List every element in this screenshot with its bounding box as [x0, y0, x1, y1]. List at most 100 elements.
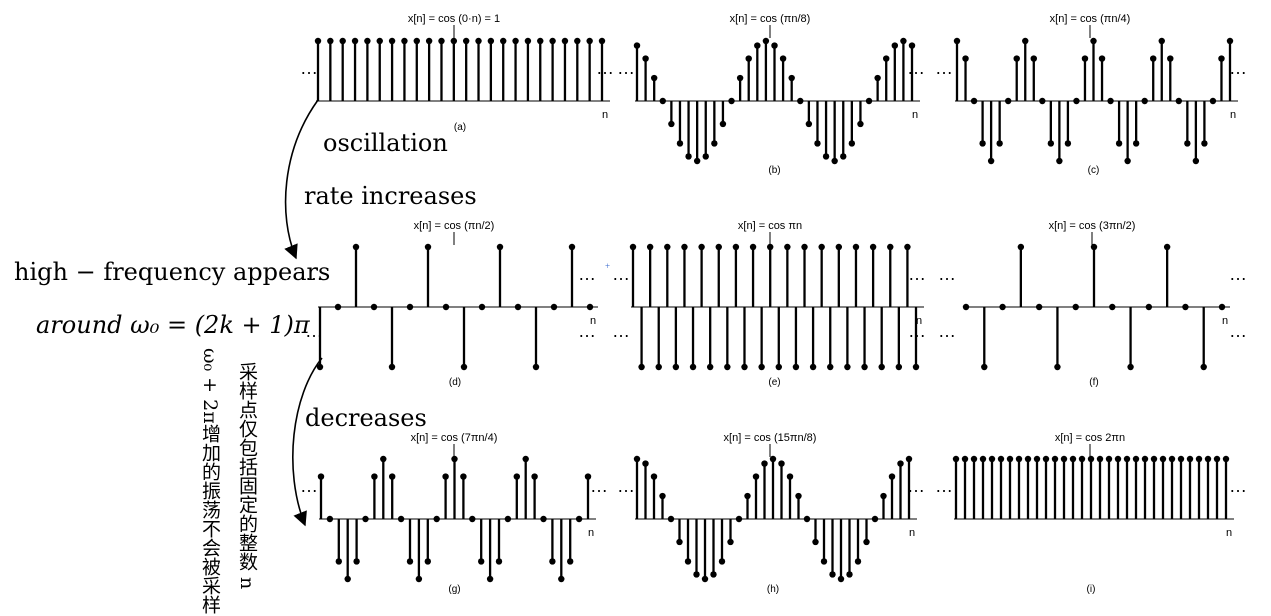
panel-c-right-ellipsis: … [1229, 58, 1247, 78]
panel-e-sample [818, 243, 825, 251]
panel-a-sample [487, 37, 495, 45]
panel-g-sample [344, 575, 351, 583]
panel-e-title: x[n] = cos πn [738, 220, 802, 232]
panel-f-left-ellipsis: … [938, 321, 956, 341]
panel-i-sample [1015, 455, 1023, 463]
panel-a-sample [586, 37, 593, 45]
panel-i-sample [1069, 455, 1077, 463]
panel-b-sample [728, 97, 735, 105]
panel-b-sample [779, 55, 787, 62]
panel-h-sample [905, 455, 913, 463]
panel-d-left-ellipsis: … [305, 264, 323, 284]
panel-e-label: (e) [768, 377, 780, 388]
panel-e-sample [664, 243, 671, 251]
panel-g-sample [513, 473, 520, 480]
panel-i-title: x[n] = cos 2πn [1055, 432, 1125, 444]
annotation-around-omega: around ω₀ = (2k + 1)π [36, 311, 311, 339]
panel-a-sample [450, 37, 458, 45]
panel-g-sample [486, 575, 494, 583]
panel-g-sample [362, 515, 369, 523]
panel-c-sample [1056, 157, 1063, 165]
panel-i-label: (i) [1087, 584, 1096, 595]
panel-i-sample [1204, 455, 1212, 463]
panel-a: nx[n] = cos (0·n) = 1(a)…… [300, 13, 614, 133]
panel-b-right-ellipsis: … [907, 58, 925, 78]
panel-f-right-ellipsis: … [1229, 264, 1247, 284]
panel-d-left-ellipsis: … [305, 321, 323, 341]
panel-i-sample [988, 455, 996, 463]
panel-c-sample [1115, 140, 1123, 147]
panel-a-axis-label: n [602, 109, 608, 121]
panel-a-left-ellipsis: … [300, 58, 318, 78]
panel-e: nx[n] = cos πn(e)………… [612, 220, 926, 388]
panel-c-sample [996, 140, 1003, 147]
panel-f-sample [1035, 303, 1043, 311]
panel-b-sample [668, 120, 675, 128]
panel-d-sample [388, 363, 396, 371]
panel-h-sample [718, 558, 726, 565]
panel-i-sample [1222, 455, 1230, 463]
panel-i-sample [1132, 455, 1140, 463]
panel-g-sample [567, 558, 574, 565]
panel-e-sample [827, 363, 834, 371]
panel-c-sample [1064, 140, 1072, 147]
panel-e-sample [801, 243, 808, 251]
panel-b-sample [840, 153, 847, 160]
panel-f-sample [981, 363, 988, 371]
panel-h-sample [727, 538, 734, 546]
panel-g-sample [406, 558, 414, 565]
panel-h-sample [863, 538, 870, 546]
panel-i-sample [1150, 455, 1158, 463]
panel-h-sample [846, 571, 853, 578]
panel-c-axis-label: n [1230, 109, 1236, 121]
panel-g-label: (g) [448, 584, 460, 595]
panel-a-sample [512, 37, 519, 45]
panel-i-sample [1159, 455, 1167, 463]
annotation-decreases: decreases [305, 404, 427, 432]
panel-f-sample [1127, 363, 1134, 371]
panel-g-sample [317, 473, 325, 480]
panel-g-sample [371, 473, 378, 480]
panel-b-sample [814, 140, 821, 147]
panel-c-sample [1098, 55, 1106, 62]
panel-b-sample [676, 140, 684, 147]
panel-i-sample [1168, 455, 1176, 463]
panel-i-sample [1195, 455, 1203, 463]
panel-h-sample [676, 538, 683, 546]
panel-a-sample [425, 37, 433, 45]
panel-h-sample [820, 558, 828, 565]
panel-d-sample [532, 363, 540, 371]
panel-g-left-ellipsis: … [300, 476, 318, 496]
panel-i-left-ellipsis: … [935, 476, 953, 496]
panel-e-sample [784, 243, 791, 251]
panel-d-sample [442, 303, 450, 311]
panel-e-sample [767, 243, 774, 251]
small-mark: + [605, 261, 610, 271]
panel-i-sample [970, 455, 978, 463]
panel-e-axis-label: n [916, 315, 922, 327]
panel-h-sample [778, 460, 785, 467]
panel-g-sample [424, 558, 431, 565]
panel-i-sample [1087, 455, 1095, 463]
panel-g-sample [584, 473, 592, 480]
panel-f-sample [1200, 363, 1207, 371]
panel-i-right-ellipsis: … [1229, 476, 1247, 496]
panel-e-sample [629, 243, 637, 251]
curved-arrow-upper [284, 99, 319, 260]
panel-e-sample [895, 363, 903, 371]
panel-e-sample [655, 363, 662, 371]
panel-b-sample [848, 140, 856, 147]
panel-h-sample [710, 571, 717, 578]
panel-g-sample [415, 575, 423, 583]
panel-f-sample [1163, 243, 1171, 251]
panel-f: nx[n] = cos (3πn/2)(f)………… [938, 220, 1247, 388]
panel-f-sample [1218, 303, 1226, 311]
panel-g-axis-label: n [588, 527, 594, 539]
panel-g-sample [478, 558, 485, 565]
panel-f-sample [1054, 363, 1061, 371]
panel-d-label: (d) [449, 377, 461, 388]
panel-e-sample [869, 243, 877, 251]
panel-d-sample [586, 303, 594, 311]
panel-c-sample [1192, 157, 1200, 165]
panel-g-sample [460, 473, 467, 480]
